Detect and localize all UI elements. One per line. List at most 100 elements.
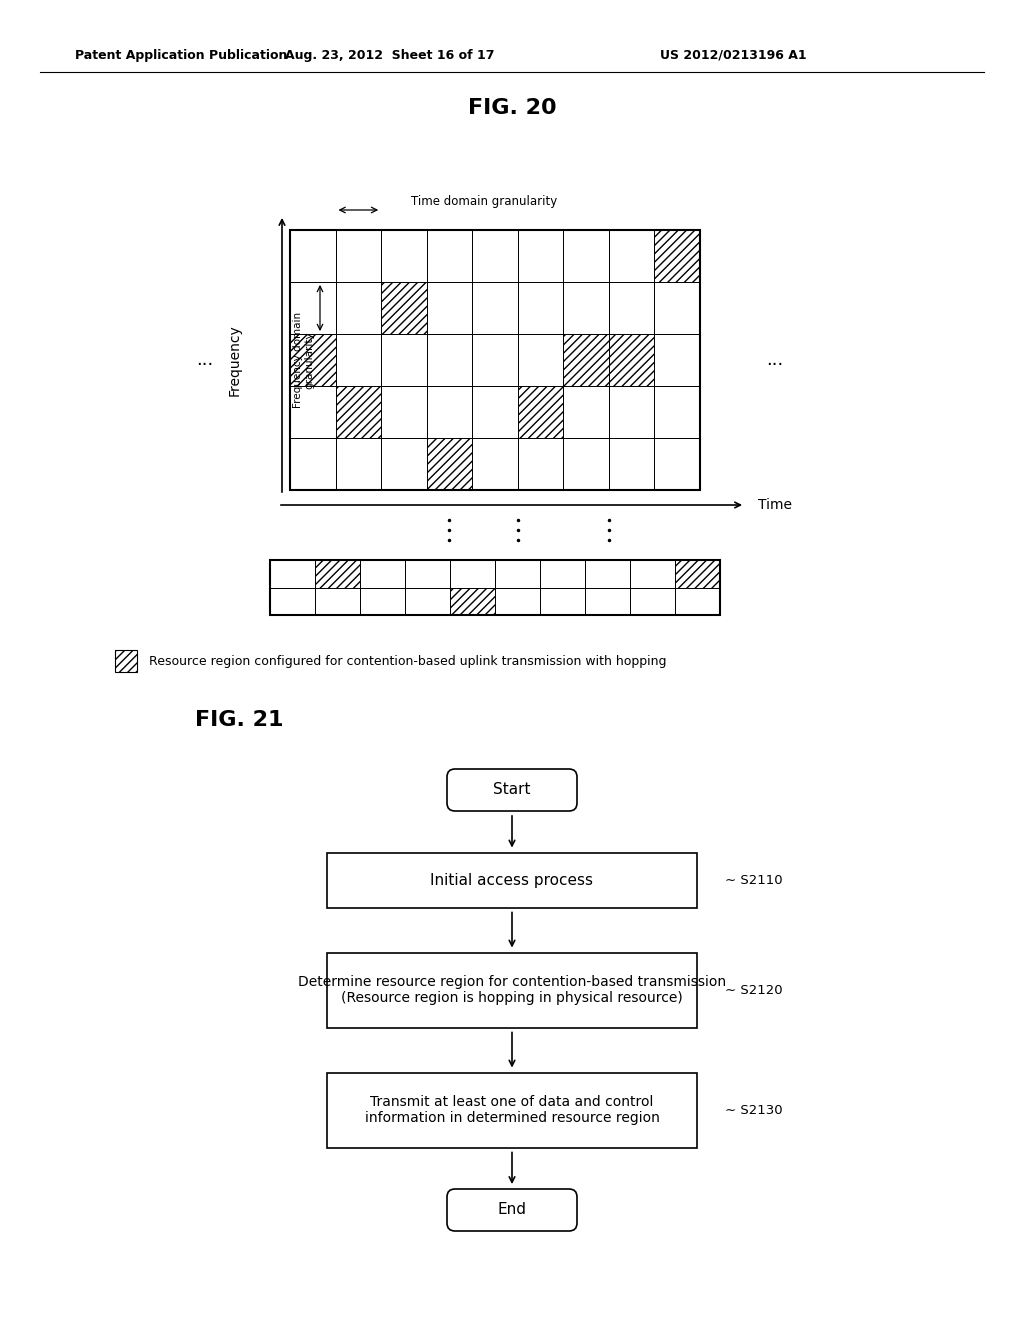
Text: ...: ... xyxy=(197,351,214,370)
Bar xyxy=(290,282,336,334)
Text: ∼ S2120: ∼ S2120 xyxy=(725,983,782,997)
Text: FIG. 21: FIG. 21 xyxy=(195,710,284,730)
Bar xyxy=(609,385,654,438)
Bar xyxy=(327,953,697,1027)
Text: Start: Start xyxy=(494,783,530,797)
Bar xyxy=(675,560,720,587)
Bar xyxy=(518,438,563,490)
Bar xyxy=(290,334,336,385)
Bar xyxy=(270,560,315,587)
Bar xyxy=(630,587,675,615)
Bar xyxy=(290,230,700,490)
Text: ∼ S2110: ∼ S2110 xyxy=(725,874,782,887)
Bar xyxy=(563,334,609,385)
Bar xyxy=(381,438,427,490)
Text: ∼ S2130: ∼ S2130 xyxy=(725,1104,782,1117)
Bar xyxy=(115,649,137,672)
Bar xyxy=(472,438,518,490)
Bar xyxy=(518,282,563,334)
Bar xyxy=(675,560,720,587)
Bar xyxy=(540,587,585,615)
Text: Frequency: Frequency xyxy=(228,325,242,396)
Text: Aug. 23, 2012  Sheet 16 of 17: Aug. 23, 2012 Sheet 16 of 17 xyxy=(286,49,495,62)
Bar xyxy=(427,385,472,438)
Bar xyxy=(360,587,406,615)
Bar xyxy=(630,560,675,587)
Bar xyxy=(518,334,563,385)
Bar xyxy=(315,560,360,587)
Bar xyxy=(609,230,654,282)
Bar xyxy=(585,560,630,587)
Bar xyxy=(563,282,609,334)
Text: Time: Time xyxy=(758,498,792,512)
Text: Initial access process: Initial access process xyxy=(430,873,594,887)
Bar xyxy=(472,282,518,334)
Bar xyxy=(609,334,654,385)
Bar xyxy=(450,560,495,587)
Bar xyxy=(406,587,450,615)
Bar xyxy=(450,587,495,615)
Text: ...: ... xyxy=(766,351,783,370)
Bar xyxy=(290,334,336,385)
Text: Time domain granularity: Time domain granularity xyxy=(411,195,557,209)
Bar xyxy=(315,587,360,615)
Bar xyxy=(315,560,360,587)
Bar xyxy=(381,385,427,438)
Text: US 2012/0213196 A1: US 2012/0213196 A1 xyxy=(660,49,807,62)
Bar xyxy=(427,282,472,334)
Bar xyxy=(381,282,427,334)
Bar xyxy=(518,385,563,438)
Bar xyxy=(518,230,563,282)
Bar xyxy=(336,334,381,385)
Bar xyxy=(336,282,381,334)
Bar xyxy=(327,853,697,908)
Bar xyxy=(290,385,336,438)
Bar xyxy=(381,230,427,282)
FancyBboxPatch shape xyxy=(447,1189,577,1232)
Bar xyxy=(609,282,654,334)
Bar xyxy=(472,334,518,385)
Bar xyxy=(290,230,336,282)
Bar xyxy=(563,334,609,385)
Bar xyxy=(654,230,700,282)
Bar xyxy=(427,438,472,490)
Bar xyxy=(381,334,427,385)
Bar xyxy=(270,560,720,615)
Bar xyxy=(609,438,654,490)
FancyBboxPatch shape xyxy=(447,770,577,810)
Bar xyxy=(563,385,609,438)
Bar xyxy=(654,282,700,334)
Bar xyxy=(336,385,381,438)
Bar xyxy=(495,560,540,587)
Text: Patent Application Publication: Patent Application Publication xyxy=(75,49,288,62)
Bar xyxy=(654,438,700,490)
Bar xyxy=(270,587,315,615)
Bar xyxy=(336,230,381,282)
Bar xyxy=(654,385,700,438)
Bar xyxy=(450,587,495,615)
Text: Frequency domain
granularity: Frequency domain granularity xyxy=(293,312,314,408)
Bar xyxy=(360,560,406,587)
Bar xyxy=(654,334,700,385)
Bar xyxy=(336,438,381,490)
Bar xyxy=(563,438,609,490)
Bar xyxy=(472,230,518,282)
Text: End: End xyxy=(498,1203,526,1217)
Bar xyxy=(427,334,472,385)
Text: Determine resource region for contention-based transmission
(Resource region is : Determine resource region for contention… xyxy=(298,975,726,1005)
Bar xyxy=(563,230,609,282)
Bar xyxy=(427,230,472,282)
Bar xyxy=(472,385,518,438)
Bar xyxy=(518,385,563,438)
Text: FIG. 20: FIG. 20 xyxy=(468,98,556,117)
Bar xyxy=(675,587,720,615)
Bar xyxy=(327,1072,697,1147)
Bar xyxy=(427,438,472,490)
Bar xyxy=(654,230,700,282)
Bar xyxy=(609,334,654,385)
Text: Transmit at least one of data and control
information in determined resource reg: Transmit at least one of data and contro… xyxy=(365,1094,659,1125)
Bar xyxy=(290,438,336,490)
Bar xyxy=(336,385,381,438)
Bar xyxy=(495,587,540,615)
Bar xyxy=(540,560,585,587)
